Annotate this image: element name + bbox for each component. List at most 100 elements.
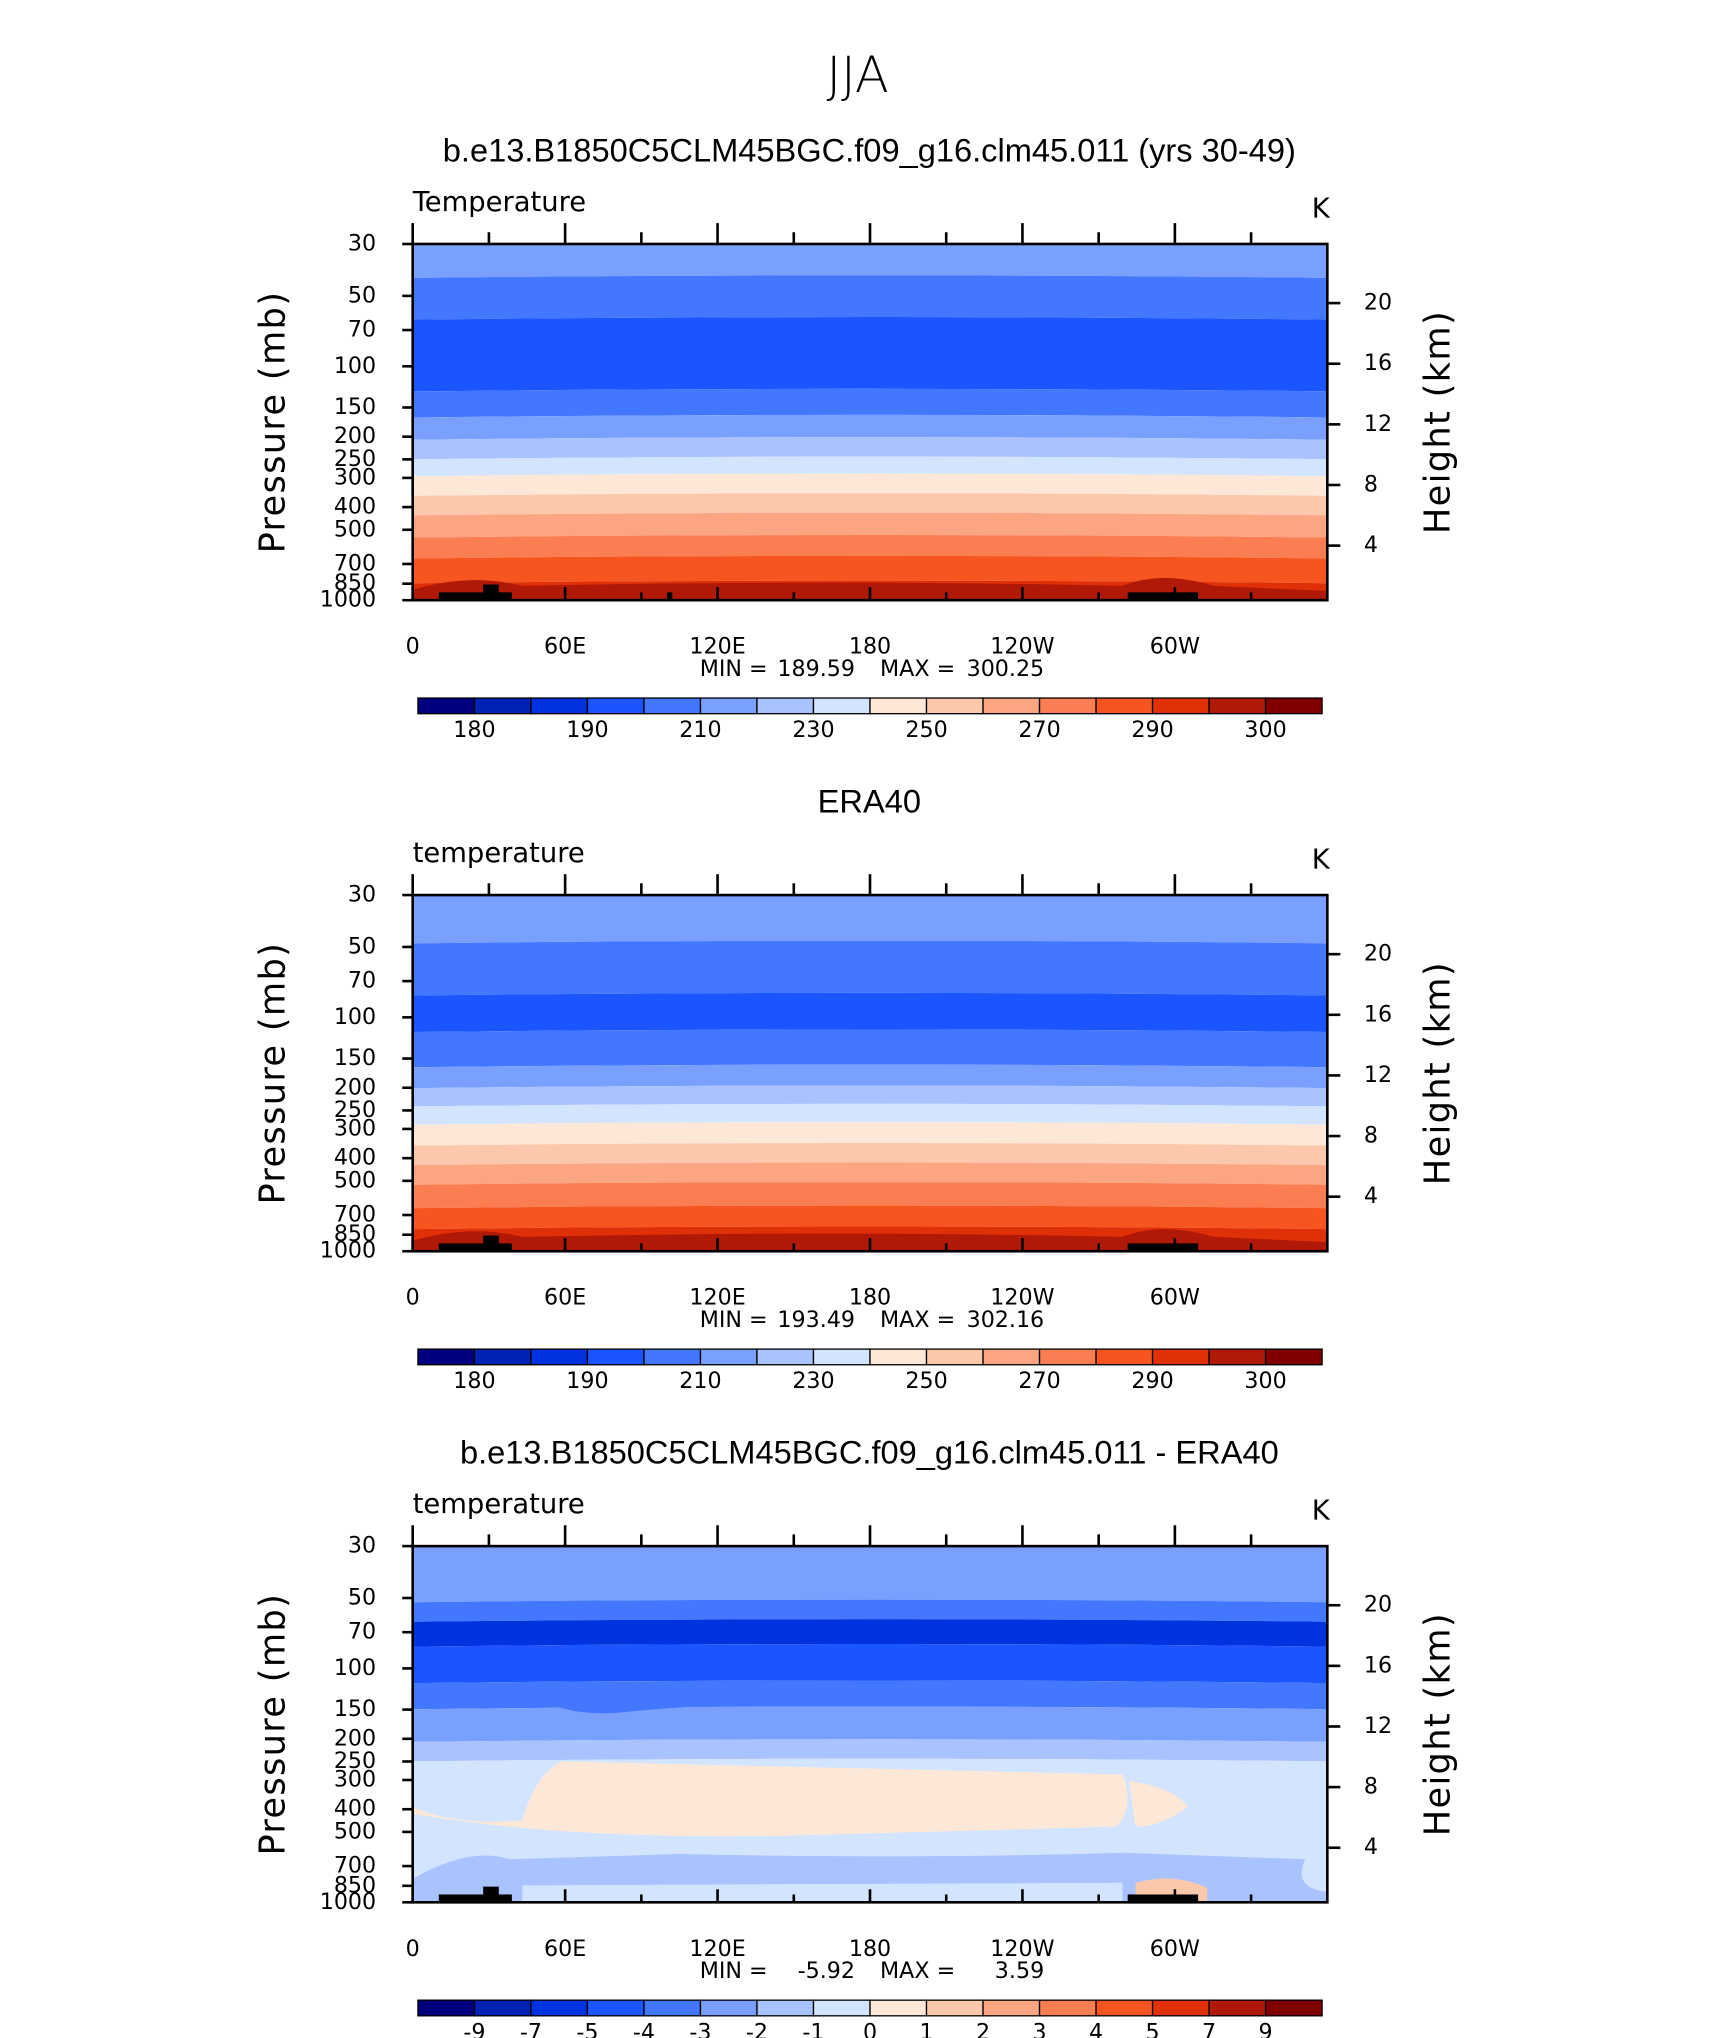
topography xyxy=(483,584,499,601)
x-tick-label: 60W xyxy=(1150,634,1200,660)
y-tick-label: 850 xyxy=(334,1872,376,1898)
colorbar-box xyxy=(586,1348,645,1366)
colorbar-label: -9 xyxy=(463,2019,485,2038)
y2-tick-label: 12 xyxy=(1364,1062,1392,1088)
colorbar-label: -4 xyxy=(633,2019,655,2038)
y2-axis-label: Height (km) xyxy=(1418,1612,1459,1836)
colorbar-box xyxy=(1208,697,1267,715)
y-tick-label: 30 xyxy=(348,1533,376,1559)
contour-band xyxy=(412,388,1328,418)
max-label: MAX = xyxy=(880,1958,955,1984)
y-tick-label: 400 xyxy=(334,1796,376,1822)
contour-band xyxy=(412,473,1328,496)
contour-band xyxy=(412,456,1328,477)
panel-title: ERA40 xyxy=(818,782,921,819)
colorbar-box xyxy=(1151,1999,1210,2017)
colorbar-box xyxy=(925,697,984,715)
colorbar-label: -2 xyxy=(746,2019,768,2038)
contour-band xyxy=(412,1739,1328,1762)
y2-tick-label: 8 xyxy=(1364,1123,1378,1149)
colorbar-box xyxy=(699,1348,758,1366)
topography xyxy=(483,1886,499,1903)
topography xyxy=(483,1235,499,1252)
y-tick-label: 500 xyxy=(334,1167,376,1193)
colorbar-box xyxy=(1095,1999,1154,2017)
colorbar-box xyxy=(869,1348,928,1366)
colorbar-box xyxy=(869,697,928,715)
colorbar-label: 230 xyxy=(792,717,834,743)
colorbar-label: 290 xyxy=(1131,1368,1173,1394)
max-value: 3.59 xyxy=(995,1958,1044,1984)
contour-band xyxy=(412,414,1328,440)
y-tick-label: 700 xyxy=(334,1853,376,1879)
x-tick-label: 60E xyxy=(544,634,586,660)
colorbar-box xyxy=(1208,1348,1267,1366)
colorbar-box xyxy=(1151,697,1210,715)
y2-axis-label: Height (km) xyxy=(1418,961,1459,1185)
x-tick-label: 180 xyxy=(849,634,891,660)
units: K xyxy=(1312,845,1331,876)
y2-tick-label: 12 xyxy=(1364,1713,1392,1739)
x-tick-label: 120E xyxy=(689,1936,745,1962)
colorbar-label: 250 xyxy=(905,1368,947,1394)
topography xyxy=(438,592,512,601)
topography xyxy=(438,1243,512,1252)
topography xyxy=(1127,1894,1199,1903)
y-tick-label: 70 xyxy=(348,1619,376,1645)
colorbar-box xyxy=(812,697,871,715)
colorbar-label: 250 xyxy=(905,717,947,743)
contour-band xyxy=(412,243,1328,278)
colorbar-label: 3 xyxy=(1032,2019,1046,2038)
colorbar-box xyxy=(473,1999,532,2017)
y-axis-label: Pressure (mb) xyxy=(252,942,293,1205)
max-value: 302.16 xyxy=(967,1307,1045,1333)
colorbar-label: 210 xyxy=(679,1368,721,1394)
min-value: -5.92 xyxy=(798,1958,855,1984)
max-label: MAX = xyxy=(880,1307,955,1333)
y2-tick-label: 20 xyxy=(1364,290,1392,316)
colorbar-label: -3 xyxy=(689,2019,711,2038)
colorbar-box xyxy=(530,1348,589,1366)
y-tick-label: 50 xyxy=(348,282,376,308)
x-tick-label: 60E xyxy=(544,1285,586,1311)
y-tick-label: 400 xyxy=(334,494,376,520)
contour-band xyxy=(412,1029,1328,1068)
colorbar-box xyxy=(1095,697,1154,715)
contour-band xyxy=(412,992,1328,1033)
colorbar-label: 210 xyxy=(679,717,721,743)
y-tick-label: 850 xyxy=(334,1221,376,1247)
contour-band xyxy=(412,1122,1328,1146)
colorbar-label: -7 xyxy=(520,2019,542,2038)
contour-band xyxy=(412,437,1328,460)
x-tick-label: 180 xyxy=(849,1936,891,1962)
contour-band xyxy=(522,1683,1328,1714)
colorbar-box xyxy=(586,697,645,715)
contour-band xyxy=(412,1619,1328,1647)
y2-tick-label: 16 xyxy=(1364,350,1392,376)
y2-tick-label: 20 xyxy=(1364,941,1392,967)
y-tick-label: 700 xyxy=(334,1202,376,1228)
contour-band xyxy=(412,1085,1328,1107)
colorbar-box xyxy=(756,1999,815,2017)
colorbar-box xyxy=(756,1348,815,1366)
min-label: MIN = xyxy=(700,1958,768,1984)
topography xyxy=(438,1894,512,1903)
y-tick-label: 150 xyxy=(334,1696,376,1722)
contour-band xyxy=(412,1761,1128,1837)
y-tick-label: 1000 xyxy=(320,1238,376,1264)
colorbar-box xyxy=(925,1348,984,1366)
y-tick-label: 400 xyxy=(334,1145,376,1171)
contour-band xyxy=(1128,1780,1188,1827)
min-label: MIN = xyxy=(700,1307,768,1333)
y-axis-label: Pressure (mb) xyxy=(252,291,293,554)
y-tick-label: 100 xyxy=(334,1004,376,1030)
x-tick-label: 60E xyxy=(544,1936,586,1962)
contour-band xyxy=(412,1706,1328,1742)
colorbar-label: 300 xyxy=(1244,717,1286,743)
topography xyxy=(1127,592,1199,601)
y2-tick-label: 12 xyxy=(1364,411,1392,437)
y-tick-label: 150 xyxy=(334,394,376,420)
colorbar-box xyxy=(417,697,476,715)
colorbar-label: 230 xyxy=(792,1368,834,1394)
